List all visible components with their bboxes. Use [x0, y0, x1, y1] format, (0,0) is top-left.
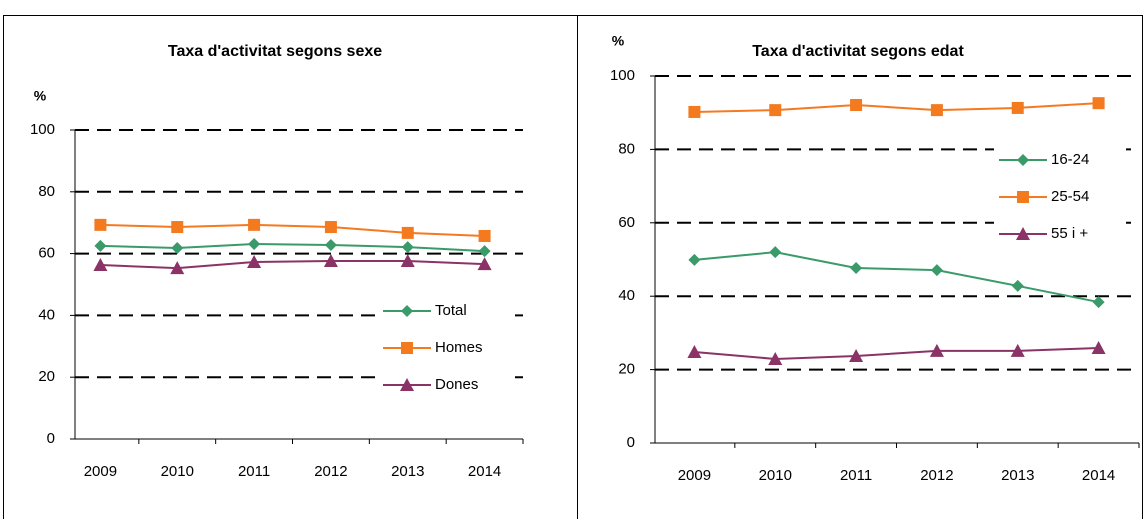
- marker: [1017, 154, 1029, 166]
- marker: [768, 351, 783, 365]
- marker: [324, 221, 337, 234]
- marker: [849, 349, 864, 363]
- marker: [401, 226, 414, 239]
- x-tick-label: 2009: [84, 463, 117, 480]
- outer-frame: [3, 15, 1143, 519]
- marker: [850, 98, 863, 111]
- legend-label: Total: [435, 302, 467, 319]
- marker: [170, 261, 185, 275]
- y-tick-label: 100: [610, 67, 635, 84]
- marker: [400, 254, 415, 268]
- x-tick-label: 2010: [161, 463, 194, 480]
- marker: [248, 218, 261, 231]
- series-line: [100, 243, 485, 253]
- marker: [1011, 101, 1024, 114]
- y-tick-label: 80: [38, 183, 55, 200]
- marker: [171, 242, 184, 255]
- x-tick-label: 2011: [840, 467, 872, 484]
- marker: [323, 254, 338, 268]
- y-tick-label: 20: [38, 368, 55, 385]
- y-tick-label: 40: [38, 306, 55, 323]
- y-axis-label: %: [612, 33, 625, 49]
- marker: [1092, 296, 1105, 309]
- series-line: [694, 251, 1099, 304]
- marker: [401, 305, 413, 317]
- y-tick-label: 80: [618, 140, 635, 157]
- y-tick-label: 0: [47, 430, 55, 447]
- x-tick-label: 2009: [678, 467, 711, 484]
- x-tick-label: 2013: [391, 463, 424, 480]
- x-tick-label: 2014: [1082, 467, 1115, 484]
- marker: [769, 246, 782, 259]
- legend-label: Homes: [435, 339, 483, 356]
- chart-title: Taxa d'activitat segons edat: [752, 43, 964, 60]
- marker: [248, 238, 261, 251]
- marker: [400, 378, 414, 391]
- x-tick-label: 2011: [238, 463, 270, 480]
- series-line: [694, 102, 1099, 113]
- marker: [478, 229, 491, 242]
- marker: [93, 258, 108, 272]
- marker: [324, 238, 337, 251]
- legend-label: 55 i +: [1051, 225, 1088, 242]
- y-tick-label: 60: [618, 214, 635, 231]
- y-tick-label: 60: [38, 245, 55, 262]
- marker: [769, 104, 782, 117]
- marker: [247, 254, 262, 268]
- legend-label: 16-24: [1051, 151, 1089, 168]
- marker: [688, 253, 701, 266]
- y-axis-label: %: [34, 88, 47, 104]
- marker: [850, 261, 863, 274]
- x-tick-label: 2010: [759, 467, 792, 484]
- marker: [477, 257, 492, 271]
- y-tick-label: 100: [30, 121, 55, 138]
- series-line: [100, 223, 485, 237]
- marker: [930, 264, 943, 277]
- marker: [687, 344, 702, 358]
- y-tick-label: 0: [627, 434, 635, 451]
- x-tick-label: 2012: [920, 467, 953, 484]
- x-tick-label: 2014: [468, 463, 501, 480]
- marker: [1010, 343, 1025, 357]
- y-tick-label: 40: [618, 287, 635, 304]
- legend-label: 25-54: [1051, 188, 1089, 205]
- marker: [688, 105, 701, 118]
- marker: [930, 104, 943, 117]
- marker: [401, 241, 414, 254]
- marker: [478, 245, 491, 258]
- marker: [1017, 191, 1029, 203]
- marker: [1092, 97, 1105, 110]
- marker: [171, 221, 184, 234]
- chart-title: Taxa d'activitat segons sexe: [168, 43, 382, 60]
- series-line: [694, 346, 1099, 360]
- marker: [401, 342, 413, 354]
- x-tick-label: 2012: [314, 463, 347, 480]
- y-tick-label: 20: [618, 361, 635, 378]
- marker: [94, 239, 107, 252]
- marker: [929, 343, 944, 357]
- legend-label: Dones: [435, 376, 478, 393]
- marker: [1091, 340, 1106, 354]
- series-line: [100, 260, 485, 270]
- marker: [1011, 279, 1024, 292]
- marker: [1016, 227, 1030, 240]
- marker: [94, 218, 107, 231]
- x-tick-label: 2013: [1001, 467, 1034, 484]
